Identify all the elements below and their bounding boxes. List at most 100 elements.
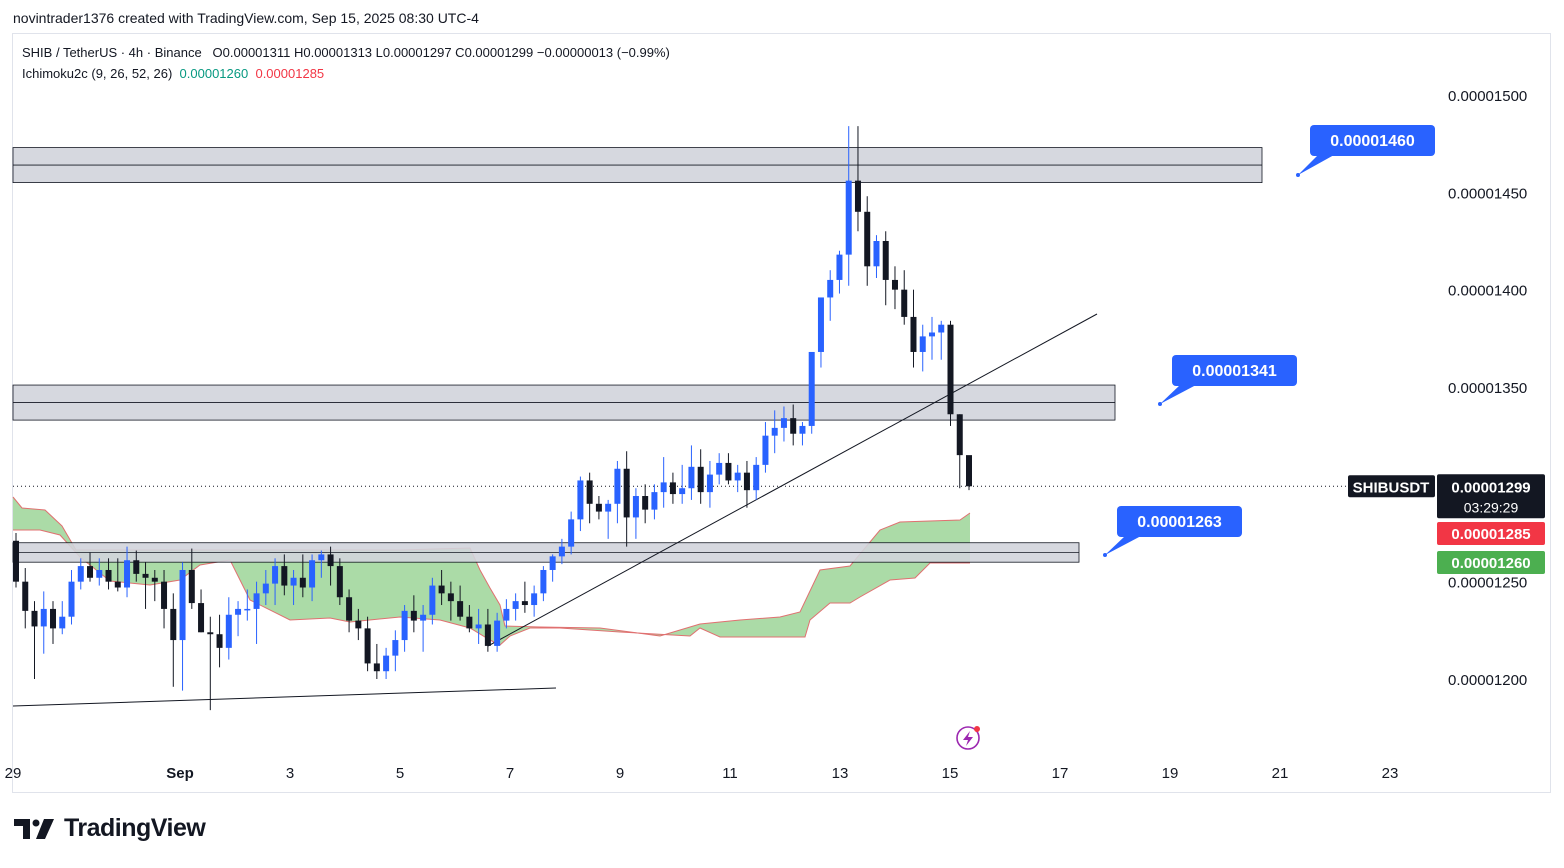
candle-body[interactable] <box>558 546 565 557</box>
candle-body[interactable] <box>484 624 491 646</box>
candle-body[interactable] <box>512 601 519 609</box>
callout-box[interactable] <box>1117 506 1242 537</box>
candle-body[interactable] <box>808 351 815 426</box>
candle-body[interactable] <box>660 482 667 493</box>
callout-box[interactable] <box>1310 125 1435 156</box>
candle-body[interactable] <box>521 601 528 606</box>
candle-body[interactable] <box>281 566 288 586</box>
candle-body[interactable] <box>780 418 787 428</box>
candle-body[interactable] <box>873 241 880 267</box>
candle-body[interactable] <box>216 634 223 648</box>
candle-body[interactable] <box>882 241 889 280</box>
trendline-support[interactable] <box>12 687 557 707</box>
candle-body[interactable] <box>845 180 852 255</box>
candle-body[interactable] <box>13 540 19 582</box>
candle-body[interactable] <box>336 566 343 598</box>
candle-body[interactable] <box>272 566 279 584</box>
candle-body[interactable] <box>207 632 214 635</box>
candle-body[interactable] <box>170 608 177 641</box>
candle-body[interactable] <box>956 414 963 456</box>
candle-body[interactable] <box>114 581 121 588</box>
candle-body[interactable] <box>438 585 445 594</box>
candle-body[interactable] <box>928 332 935 337</box>
candle-body[interactable] <box>577 480 584 520</box>
candle-body[interactable] <box>549 556 556 570</box>
candle-body[interactable] <box>68 581 75 617</box>
candle-body[interactable] <box>706 474 713 493</box>
legend-symbol-line[interactable]: SHIB / TetherUS · 4h · Binance O0.000013… <box>22 45 670 60</box>
candle-body[interactable] <box>679 488 686 495</box>
senkou-a-tag[interactable] <box>1437 522 1545 545</box>
candle-body[interactable] <box>105 569 112 582</box>
candle-body[interactable] <box>383 655 390 672</box>
candle-body[interactable] <box>854 180 861 212</box>
candle-body[interactable] <box>753 464 760 491</box>
candle-body[interactable] <box>244 608 251 611</box>
callout-box[interactable] <box>1172 355 1297 386</box>
candle-body[interactable] <box>124 560 131 588</box>
candle-body[interactable] <box>466 616 473 629</box>
candle-body[interactable] <box>790 418 797 434</box>
candle-body[interactable] <box>910 316 917 352</box>
candle-body[interactable] <box>457 601 464 617</box>
candle-body[interactable] <box>188 569 195 604</box>
candle-body[interactable] <box>225 614 232 648</box>
candle-body[interactable] <box>318 554 325 561</box>
candle-body[interactable] <box>836 254 843 280</box>
candle-body[interactable] <box>771 427 778 436</box>
candle-body[interactable] <box>725 462 732 481</box>
candle-body[interactable] <box>743 472 750 491</box>
candle-body[interactable] <box>22 581 29 611</box>
candle-body[interactable] <box>151 577 158 582</box>
candle-body[interactable] <box>299 577 306 588</box>
candle-body[interactable] <box>309 560 316 588</box>
candle-body[interactable] <box>253 593 260 609</box>
last-price-tag[interactable] <box>1437 474 1545 519</box>
candle-body[interactable] <box>688 466 695 489</box>
candle-body[interactable] <box>290 577 297 586</box>
trendline-rising[interactable] <box>487 313 1098 647</box>
symbol-tag[interactable] <box>1348 475 1435 498</box>
candle-body[interactable] <box>568 519 575 547</box>
candle-body[interactable] <box>586 480 593 504</box>
candle-body[interactable] <box>373 663 380 672</box>
candle-body[interactable] <box>179 569 186 641</box>
candle-body[interactable] <box>827 279 834 298</box>
candle-body[interactable] <box>651 492 658 510</box>
chart-frame[interactable] <box>12 33 1551 793</box>
candle-body[interactable] <box>429 585 436 615</box>
candle-body[interactable] <box>59 616 66 629</box>
candle-body[interactable] <box>966 455 972 487</box>
candle-body[interactable] <box>142 573 149 578</box>
candle-body[interactable] <box>595 503 602 512</box>
candle-body[interactable] <box>494 620 501 646</box>
senkou-b-tag[interactable] <box>1437 551 1545 574</box>
candle-body[interactable] <box>392 640 399 656</box>
candle-body[interactable] <box>605 503 612 512</box>
legend-indicator-line[interactable]: Ichimoku2c (9, 26, 52, 26) 0.00001260 0.… <box>22 66 324 81</box>
candle-body[interactable] <box>734 472 741 481</box>
candle-body[interactable] <box>40 608 47 627</box>
candle-body[interactable] <box>161 581 168 609</box>
candle-body[interactable] <box>50 608 57 629</box>
candle-body[interactable] <box>947 324 954 415</box>
candle-body[interactable] <box>447 593 454 602</box>
candle-body[interactable] <box>77 566 84 582</box>
candle-body[interactable] <box>817 297 824 352</box>
candle-body[interactable] <box>901 289 908 317</box>
candle-body[interactable] <box>87 566 94 578</box>
candle-body[interactable] <box>401 610 408 641</box>
candle-body[interactable] <box>531 593 538 606</box>
candle-body[interactable] <box>262 583 269 594</box>
candle-body[interactable] <box>864 211 871 267</box>
candle-body[interactable] <box>198 603 205 633</box>
candle-body[interactable] <box>632 496 639 518</box>
candle-body[interactable] <box>475 624 482 629</box>
candle-body[interactable] <box>235 608 242 615</box>
candle-body[interactable] <box>919 336 926 352</box>
candle-body[interactable] <box>642 496 649 510</box>
candle-body[interactable] <box>355 620 362 629</box>
candle-body[interactable] <box>799 425 806 434</box>
candle-body[interactable] <box>364 628 371 664</box>
